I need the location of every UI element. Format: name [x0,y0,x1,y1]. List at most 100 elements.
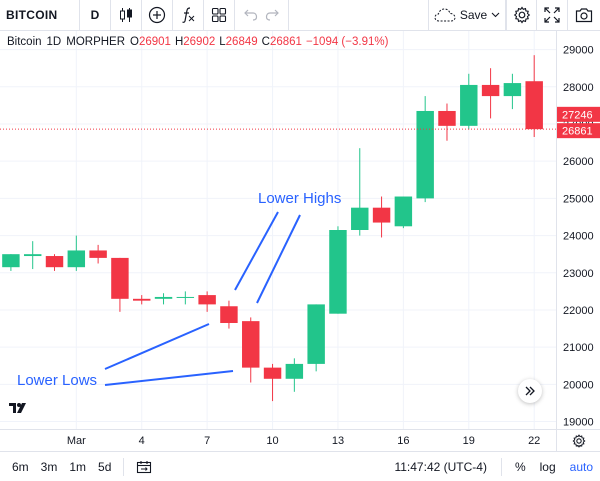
scroll-to-realtime-button[interactable] [518,379,542,403]
fullscreen-icon [544,7,560,23]
clock-timezone-button[interactable]: 11:47:42 (UTC-4) [394,459,487,474]
range-6m-button[interactable]: 6m [12,459,29,474]
legend-close-label: C [261,36,270,48]
candle-body [242,321,260,368]
candles-icon [120,8,132,22]
annotation-line [234,211,279,291]
undo-redo-group [235,0,289,31]
candle-body [2,254,20,268]
chart-pane[interactable] [0,31,556,429]
candle-body [111,257,129,299]
chevron-down-icon [491,12,500,18]
candle-body [372,207,391,223]
divider [500,457,502,476]
candle-body [307,304,325,364]
price-tick-label: 19000 [563,417,594,429]
date-range-button[interactable] [130,452,158,481]
divider [123,457,125,476]
annotation-line [104,323,210,370]
candle-body [460,84,478,126]
undo-icon[interactable] [244,9,258,21]
legend-symbol: Bitcoin [7,36,42,48]
interval-button[interactable]: D [80,0,111,31]
time-tick-label: Mar [67,435,86,447]
price-line-badge [557,106,600,122]
annotation-line [104,370,234,386]
indicators-button[interactable] [173,0,204,31]
legend-open-value: 26901 [138,36,171,48]
legend-open-label: O [130,36,139,48]
toolbar-spacer [289,0,428,31]
legend-high-label: H [174,36,184,48]
candle-body [438,110,456,126]
redo-icon[interactable] [265,9,279,21]
price-tick-label: 29000 [563,45,594,57]
candle-body [285,363,304,379]
legend-low-label: L [219,36,226,48]
candle-body [416,110,434,199]
price-tick-label: 21000 [563,342,594,354]
time-axis-svg: Mar 4 7 10 13 16 19 22 [67,435,540,447]
save-label: Save [459,8,488,22]
interval-label: D [90,8,100,22]
legend-change: −1094 (−3.91%) [305,36,389,48]
gear-icon [513,6,530,24]
candle-body [176,296,195,298]
layouts-button[interactable] [204,0,235,31]
camera-icon [575,8,593,23]
last-price-badge [557,123,600,139]
candle-body [67,250,86,268]
fullscreen-button[interactable] [537,0,568,31]
candle-body [503,83,522,97]
tradingview-logo [8,401,30,418]
price-tick-label: 23000 [563,268,594,280]
range-3m-button[interactable]: 3m [40,459,58,474]
axis-settings-button[interactable] [556,429,600,451]
legend-low-value: 26849 [225,36,258,48]
candle-body [154,296,173,299]
symbol-search-button[interactable]: BITCOIN [0,0,80,31]
legend-interval: 1D [46,36,62,48]
candle-body [45,256,64,268]
price-line-value: 27246 [562,109,593,121]
plus-circle-icon [148,6,166,24]
legend-high-value: 26902 [183,36,216,48]
double-chevron-right-icon [525,386,535,396]
compare-button[interactable] [142,0,173,31]
range-1m-button[interactable]: 1m [69,459,87,474]
bottom-toolbar: 6m 3m 1m 5d 11:47:42 (UTC-4) % log auto [0,451,600,481]
candle-body [329,230,347,314]
top-toolbar: BITCOIN D [0,0,600,31]
chart-type-button[interactable] [111,0,142,31]
save-button[interactable]: Save [428,0,506,31]
legend-close-value: 26861 [269,36,302,48]
candle-body [394,196,413,227]
price-tick-label: 22000 [563,305,594,317]
settings-button[interactable] [506,0,537,31]
log-scale-toggle[interactable]: log [539,459,556,474]
annotation-lower-lows: Lower Lows [17,372,98,389]
gear-icon [572,433,585,448]
candlestick-chart[interactable] [0,31,556,429]
price-tick-label: 25000 [563,193,594,205]
time-tick-label: 10 [266,435,278,447]
candle-body [351,207,369,230]
last-price-value: 26861 [562,126,593,138]
tradingview-logo-icon [9,403,26,413]
function-icon [182,7,195,23]
annotation-line [256,214,301,304]
price-tick-label: 26000 [563,156,594,168]
time-tick-label: 13 [332,435,344,447]
auto-scale-toggle[interactable]: auto [569,459,593,474]
range-5d-button[interactable]: 5d [98,459,112,474]
price-tick-label: 20000 [563,379,594,391]
time-tick-label: 4 [139,435,145,447]
candle-body [525,81,543,130]
cloud-icon [434,8,456,22]
percent-scale-toggle[interactable]: % [514,459,526,474]
time-axis[interactable]: Mar 4 7 10 13 16 19 22 [0,429,556,451]
series-legend: Bitcoin 1D MORPHER O 26901 H 26902 L 268… [7,36,392,48]
snapshot-button[interactable] [568,0,600,31]
price-tick-label: 24000 [563,231,594,243]
price-axis[interactable]: 2900028000270002600025000240002300022000… [556,31,600,429]
